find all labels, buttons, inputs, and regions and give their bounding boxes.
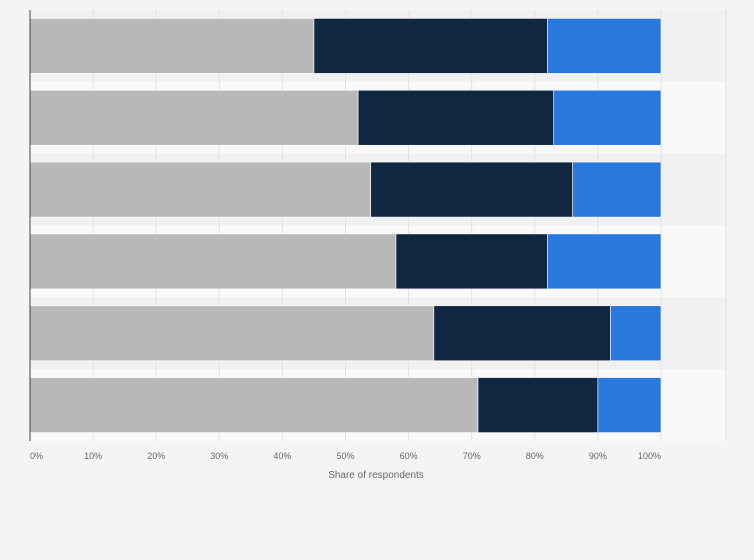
bar-segment-series-2-row-1 — [313, 18, 548, 74]
x-tick-label: 80% — [526, 451, 544, 461]
x-tick-label: 20% — [147, 451, 165, 461]
bar-segment-series-1-row-6 — [29, 377, 479, 433]
bar-segment-series-1-row-1 — [29, 18, 315, 74]
bar-segment-series-3-row-2 — [553, 89, 662, 146]
bar-segment-series-1-row-3 — [29, 161, 372, 218]
x-tick-label: 100% — [638, 451, 661, 461]
x-tick-labels: 0% 10% 20% 30% 40% 50% 60% 70% 80% 90% 100% — [30, 451, 661, 461]
bar-segment-series-1-row-2 — [29, 89, 359, 146]
bar-segment-series-3-row-1 — [547, 18, 662, 74]
bar-segment-series-3-row-3 — [572, 161, 662, 218]
bar-segment-series-1-row-4 — [29, 233, 397, 290]
bar-segment-series-2-row-3 — [370, 161, 573, 218]
bar-segment-series-3-row-5 — [610, 305, 662, 362]
x-tick-label: 60% — [400, 451, 418, 461]
x-tick-label: 0% — [30, 451, 43, 461]
bar-segment-series-2-row-6 — [477, 377, 599, 433]
x-axis-title: Share of respondents — [328, 470, 424, 481]
bar-segment-series-2-row-2 — [357, 89, 555, 146]
x-tick-label: 90% — [589, 451, 607, 461]
x-tick-label: 40% — [273, 451, 291, 461]
x-tick-label: 70% — [463, 451, 481, 461]
x-tick-label: 30% — [210, 451, 228, 461]
bar-segment-series-2-row-4 — [395, 233, 548, 290]
bar-segment-series-2-row-5 — [433, 305, 611, 362]
bars — [29, 18, 662, 433]
row-bands — [30, 10, 726, 441]
bar-segment-series-1-row-5 — [29, 305, 435, 362]
bar-segment-series-3-row-6 — [597, 377, 662, 433]
x-tick-label: 10% — [84, 451, 102, 461]
x-tick-label: 50% — [336, 451, 354, 461]
bar-segment-series-3-row-4 — [547, 233, 662, 290]
